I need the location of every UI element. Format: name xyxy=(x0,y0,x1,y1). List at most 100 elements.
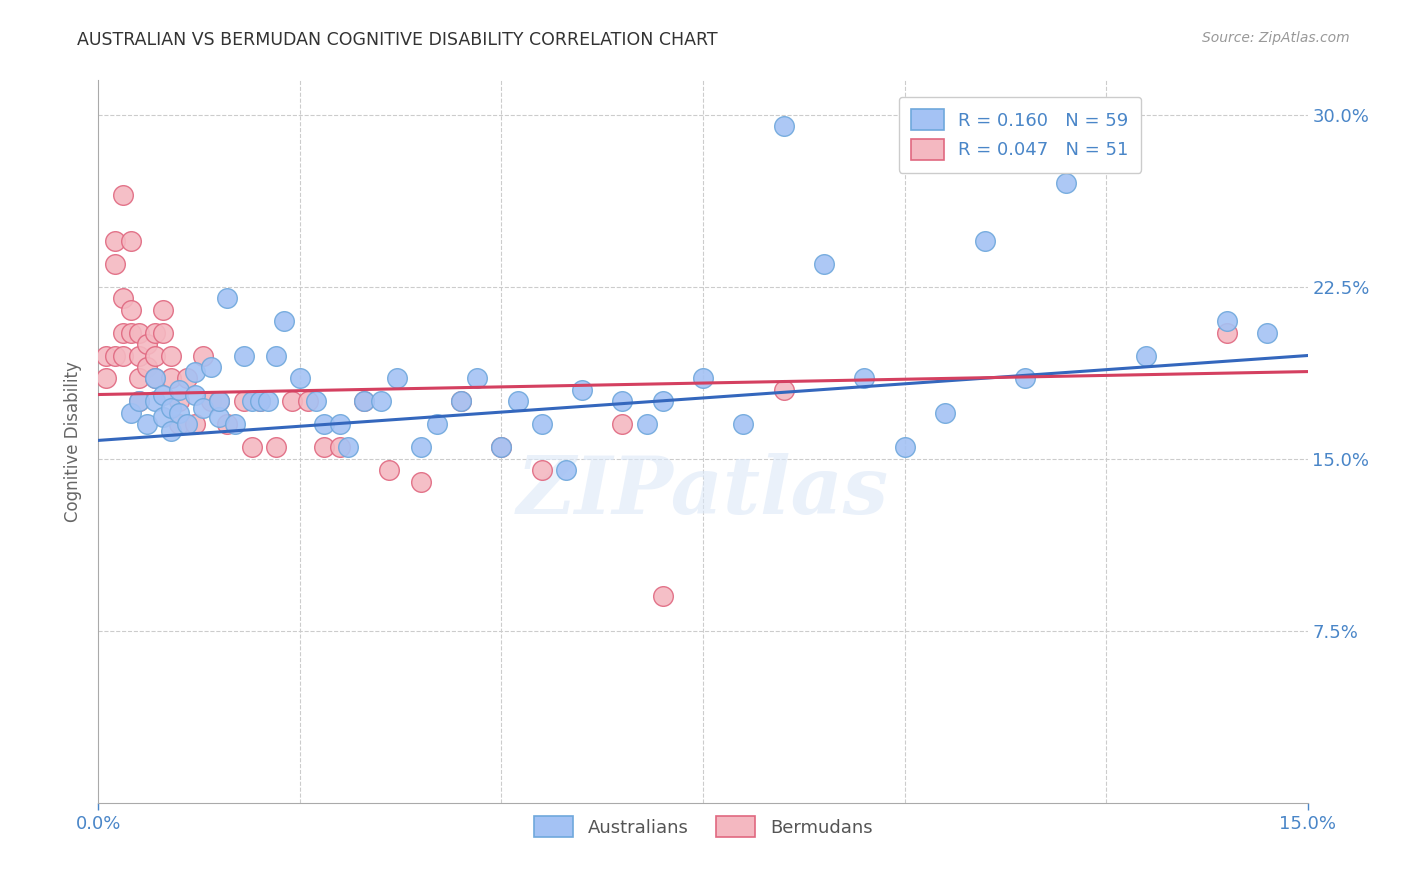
Point xyxy=(184,417,207,432)
Point xyxy=(160,424,183,438)
Point xyxy=(96,371,118,385)
Point xyxy=(465,371,488,385)
Point xyxy=(297,394,319,409)
Point xyxy=(1014,371,1036,385)
Point xyxy=(208,410,231,425)
Point xyxy=(152,387,174,401)
Point xyxy=(813,257,835,271)
Point xyxy=(120,234,142,248)
Point xyxy=(249,394,271,409)
Y-axis label: Cognitive Disability: Cognitive Disability xyxy=(65,361,83,522)
Point xyxy=(450,394,472,409)
Point xyxy=(853,371,876,385)
Point xyxy=(208,394,231,409)
Point xyxy=(256,394,278,409)
Point xyxy=(111,188,134,202)
Point xyxy=(281,394,304,409)
Point xyxy=(314,417,336,432)
Point xyxy=(249,394,271,409)
Point xyxy=(772,119,794,133)
Point xyxy=(1216,314,1239,328)
Point xyxy=(135,359,157,374)
Point xyxy=(612,417,634,432)
Point xyxy=(167,394,190,409)
Point xyxy=(128,394,150,409)
Point xyxy=(184,387,207,401)
Point xyxy=(160,371,183,385)
Point xyxy=(288,371,311,385)
Point xyxy=(974,234,997,248)
Point xyxy=(143,371,166,385)
Point xyxy=(240,394,263,409)
Point xyxy=(530,417,553,432)
Point xyxy=(193,349,215,363)
Point xyxy=(103,234,125,248)
Point xyxy=(530,463,553,477)
Point xyxy=(128,349,150,363)
Point xyxy=(409,440,432,454)
Point xyxy=(692,371,714,385)
Point xyxy=(273,314,295,328)
Point xyxy=(135,337,157,351)
Point xyxy=(240,440,263,454)
Legend: Australians, Bermudans: Australians, Bermudans xyxy=(526,809,880,845)
Point xyxy=(1256,326,1278,340)
Point xyxy=(370,394,392,409)
Text: ZIPatlas: ZIPatlas xyxy=(517,453,889,531)
Point xyxy=(143,394,166,409)
Point xyxy=(555,463,578,477)
Point xyxy=(305,394,328,409)
Point xyxy=(612,394,634,409)
Point xyxy=(733,417,755,432)
Point xyxy=(111,291,134,305)
Point xyxy=(152,326,174,340)
Point xyxy=(193,401,215,416)
Point xyxy=(385,371,408,385)
Point xyxy=(264,349,287,363)
Point xyxy=(143,349,166,363)
Point xyxy=(232,394,254,409)
Point xyxy=(217,417,239,432)
Point xyxy=(337,440,360,454)
Point xyxy=(1216,326,1239,340)
Point xyxy=(167,383,190,397)
Point xyxy=(120,302,142,317)
Point xyxy=(314,440,336,454)
Text: AUSTRALIAN VS BERMUDAN COGNITIVE DISABILITY CORRELATION CHART: AUSTRALIAN VS BERMUDAN COGNITIVE DISABIL… xyxy=(77,31,718,49)
Text: Source: ZipAtlas.com: Source: ZipAtlas.com xyxy=(1202,31,1350,45)
Point xyxy=(103,257,125,271)
Point xyxy=(167,406,190,420)
Point xyxy=(651,590,673,604)
Point xyxy=(264,440,287,454)
Point xyxy=(167,417,190,432)
Point xyxy=(506,394,529,409)
Point xyxy=(152,302,174,317)
Point xyxy=(1135,349,1157,363)
Point xyxy=(128,326,150,340)
Point xyxy=(128,394,150,409)
Point xyxy=(409,475,432,489)
Point xyxy=(450,394,472,409)
Point xyxy=(232,349,254,363)
Point xyxy=(329,440,352,454)
Point xyxy=(636,417,658,432)
Point xyxy=(934,406,956,420)
Point xyxy=(224,417,246,432)
Point xyxy=(128,371,150,385)
Point xyxy=(217,291,239,305)
Point xyxy=(377,463,399,477)
Point xyxy=(143,326,166,340)
Point xyxy=(1054,177,1077,191)
Point xyxy=(120,326,142,340)
Point xyxy=(160,349,183,363)
Point xyxy=(491,440,513,454)
Point xyxy=(160,401,183,416)
Point xyxy=(353,394,375,409)
Point xyxy=(893,440,915,454)
Point xyxy=(329,417,352,432)
Point xyxy=(176,417,198,432)
Point xyxy=(200,394,222,409)
Point xyxy=(103,349,125,363)
Point xyxy=(772,383,794,397)
Point xyxy=(143,371,166,385)
